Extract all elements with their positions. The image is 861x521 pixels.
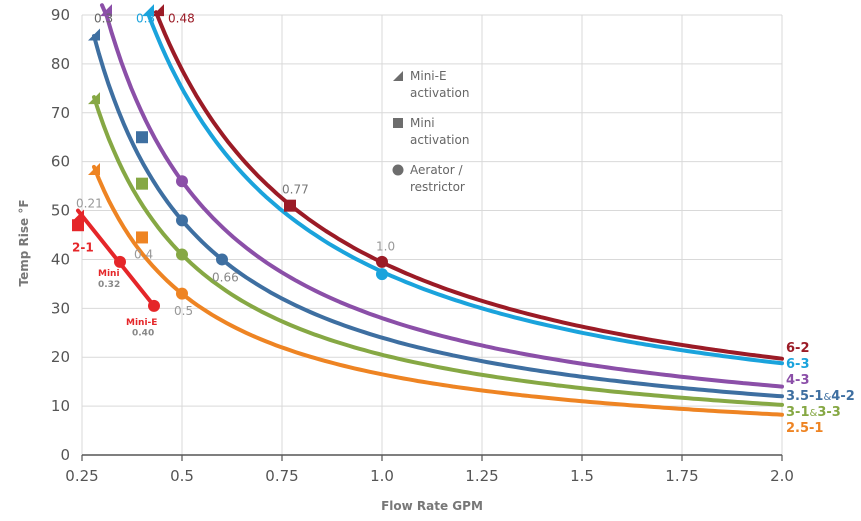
x-tick-labels: 0.25 0.5 0.75 1.0 1.25 1.5 1.75 2.0 bbox=[65, 467, 794, 485]
y-tick-label: 90 bbox=[51, 6, 70, 24]
y-tick-label: 0 bbox=[60, 446, 70, 464]
data-annotation: 0.3 bbox=[136, 11, 155, 25]
triangle-marker bbox=[142, 4, 154, 17]
series-label-2.5-1: 2.5-1 bbox=[786, 421, 823, 436]
circle-marker bbox=[176, 175, 188, 188]
legend-label: Mini-E bbox=[410, 69, 447, 83]
data-annotation: 0.3 bbox=[94, 11, 113, 25]
square-marker bbox=[284, 199, 296, 212]
legend-label-line2: activation bbox=[410, 86, 469, 100]
y-tick-label: 40 bbox=[51, 250, 70, 268]
series-labels: 6-26-34-33.5-1&4-23-1&3-32.5-1 bbox=[786, 341, 855, 436]
series-label-6-2: 6-2 bbox=[786, 341, 810, 356]
square-marker bbox=[72, 219, 84, 232]
x-axis-label: Flow Rate GPM bbox=[381, 499, 483, 513]
y-axis-label: Temp Rise °F bbox=[17, 199, 31, 286]
series-line-3.5-1 bbox=[92, 34, 784, 399]
data-annotation: 0.48 bbox=[168, 11, 195, 25]
legend: Mini-E activation Mini activation Aerator / r… bbox=[392, 69, 469, 194]
data-annotation: 0.40 bbox=[132, 329, 154, 339]
data-annotation: 2-1 bbox=[72, 241, 94, 255]
x-tick-label: 2.0 bbox=[770, 467, 794, 485]
circle-marker bbox=[216, 253, 228, 266]
y-tick-label: 70 bbox=[51, 104, 70, 122]
data-annotation: 0.21 bbox=[76, 197, 103, 211]
y-tick-labels: 0 10 20 30 40 50 60 70 80 90 bbox=[51, 6, 70, 464]
circle-marker bbox=[114, 255, 126, 268]
x-tick-label: 0.75 bbox=[265, 467, 298, 485]
data-annotation: 0.77 bbox=[282, 182, 309, 196]
legend-label-line2: restrictor bbox=[410, 180, 465, 194]
circle-marker bbox=[376, 255, 388, 268]
x-tick-label: 1.5 bbox=[570, 467, 594, 485]
x-tick-label: 0.25 bbox=[65, 467, 98, 485]
annotations: 0.3 0.3 0.480.771.00.660.40.50.212-1Mini0.… bbox=[72, 11, 395, 338]
y-tick-label: 80 bbox=[51, 55, 70, 73]
x-tick-label: 0.5 bbox=[170, 467, 194, 485]
series-label-4-3: 4-3 bbox=[786, 373, 810, 388]
triangle-marker bbox=[88, 28, 100, 41]
triangle-marker bbox=[100, 4, 112, 17]
y-tick-label: 30 bbox=[51, 299, 70, 317]
series-line-2.5-1 bbox=[92, 164, 784, 417]
data-annotation: Mini bbox=[98, 269, 120, 279]
series-line-3-1 bbox=[92, 95, 784, 407]
legend-square-icon bbox=[393, 118, 403, 128]
legend-circle-icon bbox=[392, 164, 404, 176]
series-markers bbox=[72, 4, 388, 312]
data-annotation: 0.32 bbox=[98, 280, 120, 290]
y-tick-label: 10 bbox=[51, 397, 70, 415]
legend-triangle-icon bbox=[393, 71, 403, 81]
series-label-3.5-1: 3.5-1&4-2 bbox=[786, 389, 855, 404]
series-line-4-3 bbox=[100, 3, 784, 389]
data-annotation: Mini-E bbox=[126, 318, 157, 328]
y-tick-label: 60 bbox=[51, 153, 70, 171]
triangle-marker bbox=[72, 209, 84, 222]
legend-label-line2: activation bbox=[410, 133, 469, 147]
square-marker bbox=[136, 231, 148, 244]
series-curves bbox=[76, 3, 784, 417]
y-tick-label: 20 bbox=[51, 348, 70, 366]
circle-marker bbox=[148, 299, 160, 312]
x-tick-label: 1.75 bbox=[665, 467, 698, 485]
triangle-marker bbox=[88, 163, 100, 175]
data-annotation: 0.5 bbox=[174, 304, 193, 318]
x-tick-label: 1.0 bbox=[370, 467, 394, 485]
legend-label: Aerator / bbox=[410, 163, 463, 177]
x-tick-label: 1.25 bbox=[465, 467, 498, 485]
square-marker bbox=[136, 131, 148, 144]
circle-marker bbox=[176, 248, 188, 261]
series-line-6-2 bbox=[154, 10, 784, 361]
triangle-marker bbox=[152, 4, 164, 17]
legend-label: Mini bbox=[410, 116, 435, 130]
triangle-marker bbox=[88, 92, 100, 105]
series-line-6-3 bbox=[146, 11, 784, 366]
circle-marker bbox=[176, 287, 188, 300]
y-tick-label: 50 bbox=[51, 202, 70, 220]
series-label-6-3: 6-3 bbox=[786, 357, 810, 372]
square-marker bbox=[136, 177, 148, 190]
series-label-3-1: 3-1&3-3 bbox=[786, 405, 841, 420]
data-annotation: 1.0 bbox=[376, 240, 395, 254]
circle-marker bbox=[176, 214, 188, 227]
data-annotation: 0.66 bbox=[212, 270, 239, 284]
data-annotation: 0.4 bbox=[134, 247, 153, 261]
circle-marker bbox=[376, 268, 388, 281]
